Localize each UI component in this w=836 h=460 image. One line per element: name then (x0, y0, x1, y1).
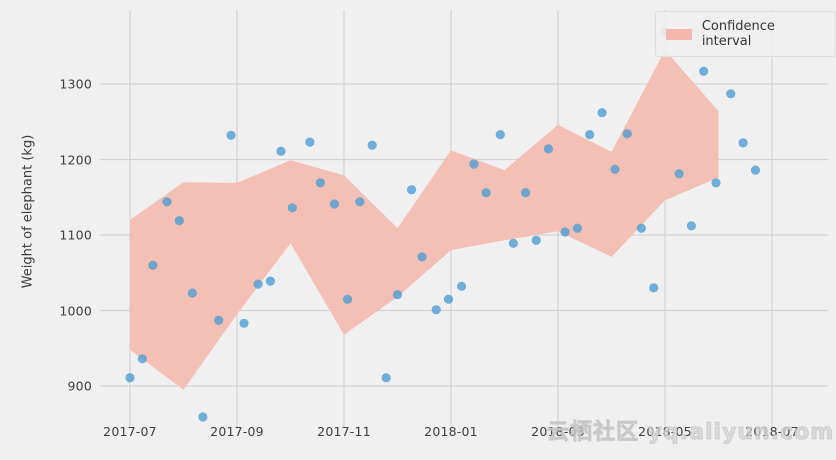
scatter-point (481, 188, 491, 198)
scatter-point (287, 203, 297, 213)
y-tick-label: 900 (67, 378, 92, 394)
scatter-point (329, 199, 340, 209)
scatter-point (407, 185, 417, 195)
confidence-band (130, 50, 719, 390)
scatter-point (355, 197, 365, 207)
scatter-point (392, 290, 403, 300)
scatter-point (750, 165, 761, 175)
scatter-point (508, 238, 518, 248)
scatter-point (174, 216, 184, 226)
scatter-point (239, 318, 249, 328)
scatter-point (137, 354, 147, 364)
x-tick-label: 2018-05 (638, 424, 692, 439)
scatter-point (226, 130, 236, 140)
scatter-point (597, 108, 607, 118)
x-tick-label: 2018-07 (745, 424, 799, 439)
scatter-point (738, 138, 748, 148)
scatter-point (305, 137, 315, 147)
scatter-point (649, 283, 659, 293)
scatter-point (610, 164, 620, 174)
scatter-point (125, 373, 135, 383)
x-tick-label: 2017-07 (103, 424, 157, 439)
scatter-point (699, 66, 709, 76)
scatter-point (585, 130, 595, 140)
y-tick-label: 1100 (59, 227, 92, 243)
scatter-point (417, 252, 427, 262)
scatter-point (162, 197, 172, 207)
scatter-point (253, 279, 263, 289)
scatter-point (531, 235, 541, 245)
scatter-point (315, 178, 325, 188)
y-tick-label: 1200 (59, 152, 92, 167)
confidence-band-swatch-icon (666, 28, 692, 40)
scatter-point (148, 260, 158, 270)
scatter-point (495, 130, 505, 140)
scatter-point (265, 276, 275, 286)
scatter-point (686, 221, 697, 231)
scatter-point (342, 294, 353, 304)
scatter-point (443, 294, 454, 304)
x-tick-label: 2018-01 (424, 424, 478, 439)
scatter-point (543, 144, 554, 154)
scatter-point (198, 412, 208, 422)
y-axis-title: Weight of elephant (kg) (20, 134, 36, 289)
scatter-point (431, 305, 441, 315)
scatter-point (560, 227, 570, 237)
scatter-point (711, 178, 721, 188)
y-tick-label: 1000 (59, 303, 92, 318)
scatter-point (521, 188, 531, 198)
scatter-point (276, 146, 286, 156)
scatter-point (187, 288, 197, 298)
scatter-point (381, 373, 391, 383)
scatter-point (214, 315, 224, 325)
x-tick-label: 2018-03 (531, 424, 585, 439)
legend: Confidence interval (655, 11, 836, 57)
scatter-point (726, 89, 736, 99)
x-tick-label: 2017-09 (210, 424, 264, 439)
scatter-point (622, 129, 632, 139)
scatter-point (469, 159, 479, 169)
legend-label: Confidence interval (701, 19, 775, 49)
x-tick-label: 2017-11 (317, 424, 371, 439)
y-tick-label: 1300 (59, 76, 92, 92)
scatter-point (367, 140, 377, 150)
scatter-point (572, 223, 583, 233)
scatter-point (457, 281, 467, 291)
scatter-point (674, 169, 684, 179)
scatter-point (636, 223, 647, 233)
